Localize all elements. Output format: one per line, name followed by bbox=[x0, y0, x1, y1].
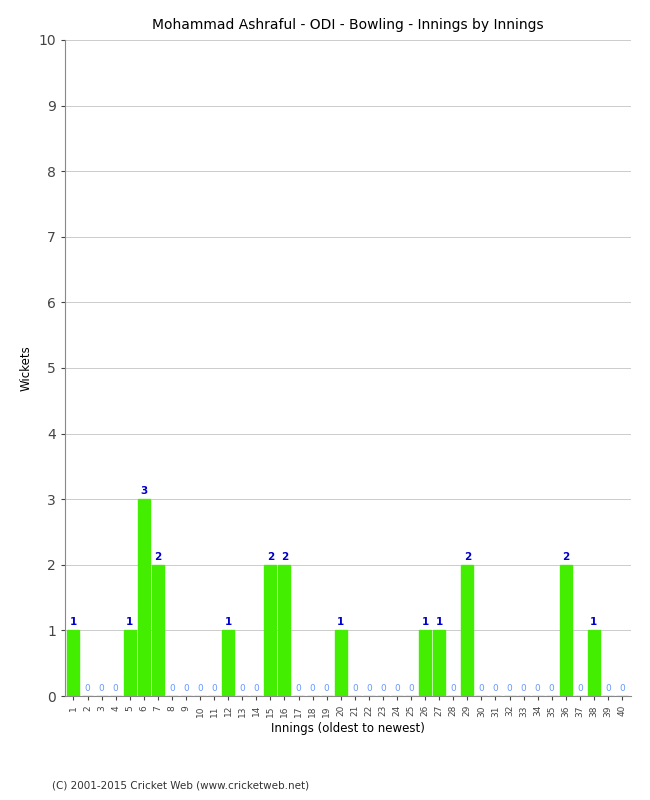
Bar bbox=[278, 565, 291, 696]
Bar bbox=[462, 565, 473, 696]
Text: 1: 1 bbox=[337, 617, 345, 627]
Text: 0: 0 bbox=[183, 684, 189, 694]
Text: 0: 0 bbox=[352, 684, 358, 694]
Text: 0: 0 bbox=[84, 684, 90, 694]
Text: 0: 0 bbox=[366, 684, 372, 694]
Text: 2: 2 bbox=[562, 551, 569, 562]
Bar bbox=[433, 630, 445, 696]
X-axis label: Innings (oldest to newest): Innings (oldest to newest) bbox=[271, 722, 424, 735]
Text: 0: 0 bbox=[478, 684, 484, 694]
Text: 0: 0 bbox=[211, 684, 217, 694]
Text: 0: 0 bbox=[197, 684, 203, 694]
Text: 0: 0 bbox=[577, 684, 583, 694]
Title: Mohammad Ashraful - ODI - Bowling - Innings by Innings: Mohammad Ashraful - ODI - Bowling - Inni… bbox=[152, 18, 543, 32]
Text: 0: 0 bbox=[549, 684, 554, 694]
Text: 0: 0 bbox=[506, 684, 512, 694]
Text: 0: 0 bbox=[380, 684, 386, 694]
Text: 1: 1 bbox=[70, 617, 77, 627]
Text: 0: 0 bbox=[112, 684, 118, 694]
Text: (C) 2001-2015 Cricket Web (www.cricketweb.net): (C) 2001-2015 Cricket Web (www.cricketwe… bbox=[52, 781, 309, 790]
Text: 1: 1 bbox=[590, 617, 597, 627]
Bar bbox=[152, 565, 164, 696]
Text: 0: 0 bbox=[309, 684, 315, 694]
Bar bbox=[588, 630, 600, 696]
Bar bbox=[138, 499, 150, 696]
Text: 0: 0 bbox=[169, 684, 175, 694]
Text: 1: 1 bbox=[126, 617, 133, 627]
Y-axis label: Wickets: Wickets bbox=[20, 345, 32, 391]
Text: 0: 0 bbox=[239, 684, 245, 694]
Text: 0: 0 bbox=[254, 684, 259, 694]
Bar bbox=[560, 565, 572, 696]
Text: 0: 0 bbox=[605, 684, 611, 694]
Text: 0: 0 bbox=[324, 684, 330, 694]
Text: 0: 0 bbox=[493, 684, 499, 694]
Text: 0: 0 bbox=[99, 684, 105, 694]
Bar bbox=[335, 630, 346, 696]
Bar bbox=[419, 630, 431, 696]
Text: 2: 2 bbox=[281, 551, 288, 562]
Text: 3: 3 bbox=[140, 486, 148, 496]
Bar bbox=[265, 565, 276, 696]
Text: 0: 0 bbox=[619, 684, 625, 694]
Text: 0: 0 bbox=[394, 684, 400, 694]
Text: 0: 0 bbox=[408, 684, 414, 694]
Text: 2: 2 bbox=[154, 551, 161, 562]
Text: 0: 0 bbox=[450, 684, 456, 694]
Text: 1: 1 bbox=[224, 617, 232, 627]
Bar bbox=[68, 630, 79, 696]
Text: 2: 2 bbox=[463, 551, 471, 562]
Bar bbox=[124, 630, 136, 696]
Text: 0: 0 bbox=[296, 684, 302, 694]
Text: 0: 0 bbox=[535, 684, 541, 694]
Text: 2: 2 bbox=[266, 551, 274, 562]
Text: 1: 1 bbox=[436, 617, 443, 627]
Bar bbox=[222, 630, 234, 696]
Text: 0: 0 bbox=[521, 684, 526, 694]
Text: 1: 1 bbox=[421, 617, 429, 627]
